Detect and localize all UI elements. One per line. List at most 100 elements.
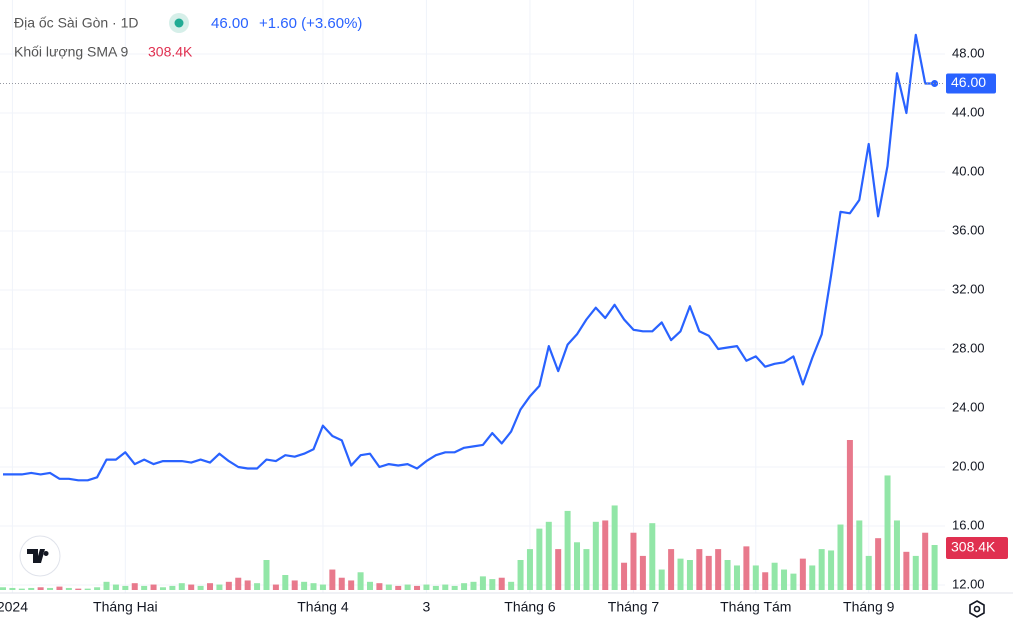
volume-bar: [489, 579, 496, 590]
y-tick-label: 40.00: [952, 163, 985, 178]
volume-bar: [225, 581, 232, 590]
volume-bar: [159, 587, 166, 590]
volume-bar: [376, 583, 383, 590]
volume-bar: [169, 585, 176, 590]
volume-bar: [865, 555, 872, 590]
volume-bar: [65, 587, 72, 590]
volume-bar: [799, 558, 806, 590]
x-tick-label: Tháng 9: [843, 599, 895, 615]
y-tick-label: 32.00: [952, 281, 985, 296]
volume-bar: [837, 524, 844, 590]
volume-bar: [188, 584, 195, 590]
volume-bar: [705, 555, 712, 590]
volume-bar: [395, 585, 402, 590]
volume-bar: [922, 532, 929, 590]
volume-bar: [696, 549, 703, 590]
volume-bar: [555, 549, 562, 590]
volume-bar: [442, 584, 449, 590]
volume-bar: [131, 583, 138, 590]
volume-bar: [621, 562, 628, 590]
last-price-label: 46.00: [951, 74, 986, 90]
volume-bar: [366, 581, 373, 590]
volume-bar: [272, 584, 279, 590]
y-tick-label: 36.00: [952, 222, 985, 237]
volume-bar: [752, 565, 759, 590]
symbol-name: Địa ốc Sài Gòn · 1D: [14, 15, 139, 31]
volume-bar: [451, 585, 458, 590]
x-tick-label: Tháng 4: [297, 599, 349, 615]
volume-bar: [84, 588, 91, 590]
volume-bar: [517, 560, 524, 590]
volume-bar: [461, 583, 468, 590]
volume-bar: [432, 585, 439, 590]
volume-bar: [9, 587, 16, 590]
volume: [0, 440, 938, 590]
volume-bar: [197, 585, 204, 590]
y-tick-label: 20.00: [952, 458, 985, 473]
volume-bar: [291, 580, 298, 590]
volume-bar: [686, 560, 693, 590]
volume-bar: [649, 523, 656, 590]
volume-bar: [470, 581, 477, 590]
x-tick-label: Tháng Tám: [720, 599, 791, 615]
volume-bar: [790, 573, 797, 590]
grid: [0, 0, 945, 593]
volume-bar: [846, 440, 853, 590]
last-price-badge: [946, 73, 996, 94]
y-tick-label: 24.00: [952, 399, 985, 414]
volume-bar: [141, 585, 148, 590]
volume-bar: [884, 475, 891, 590]
volume-bar: [18, 588, 25, 590]
volume-legend: Khối lượng SMA 9: [14, 44, 128, 60]
volume-bar: [715, 549, 722, 590]
volume-bar: [301, 581, 308, 590]
volume-bar: [244, 580, 251, 590]
y-tick-label: 12.00: [952, 576, 985, 591]
volume-bar: [574, 542, 581, 590]
volume-bar: [912, 555, 919, 590]
volume-bar: [338, 577, 345, 590]
volume-bar: [893, 520, 900, 590]
last-point: [931, 80, 939, 87]
legend-change: +1.60 (+3.60%): [259, 15, 362, 32]
volume-bar: [639, 555, 646, 590]
x-tick-label: Tháng Hai: [93, 599, 158, 615]
volume-bar: [771, 562, 778, 590]
volume-bar: [526, 549, 533, 590]
volume-bar: [781, 569, 788, 590]
volume-bar: [611, 505, 618, 590]
volume-sma-label: 308.4K: [951, 539, 996, 555]
volume-bar: [536, 528, 543, 590]
volume-bar: [564, 510, 571, 590]
volume-bar: [319, 584, 326, 590]
x-tick-label: Tháng 7: [608, 599, 660, 615]
volume-bar: [404, 584, 411, 590]
volume-bar: [112, 584, 119, 590]
volume-bar: [56, 586, 63, 590]
volume-bar: [414, 585, 421, 590]
status-dot: [174, 18, 184, 28]
x-tick-label: 3: [423, 599, 431, 615]
volume-bar: [385, 584, 392, 590]
volume-bar: [583, 549, 590, 590]
volume-bar: [733, 565, 740, 590]
settings-icon[interactable]: [969, 600, 985, 618]
price: [0, 33, 945, 482]
volume-bar: [668, 549, 675, 590]
tv-logo: [19, 535, 61, 577]
volume-bar: [282, 575, 289, 590]
volume-bar: [592, 521, 599, 590]
volume-bar: [310, 583, 317, 590]
volume-bar: [743, 546, 750, 590]
volume-bar: [103, 581, 110, 590]
volume-bar: [235, 577, 242, 590]
volume-bar: [28, 587, 35, 590]
volume-bar: [216, 584, 223, 590]
volume-bar: [545, 521, 552, 590]
volume-bar: [479, 576, 486, 590]
volume-bar: [931, 545, 938, 590]
volume-bar: [150, 584, 157, 590]
volume-bar: [47, 587, 54, 590]
